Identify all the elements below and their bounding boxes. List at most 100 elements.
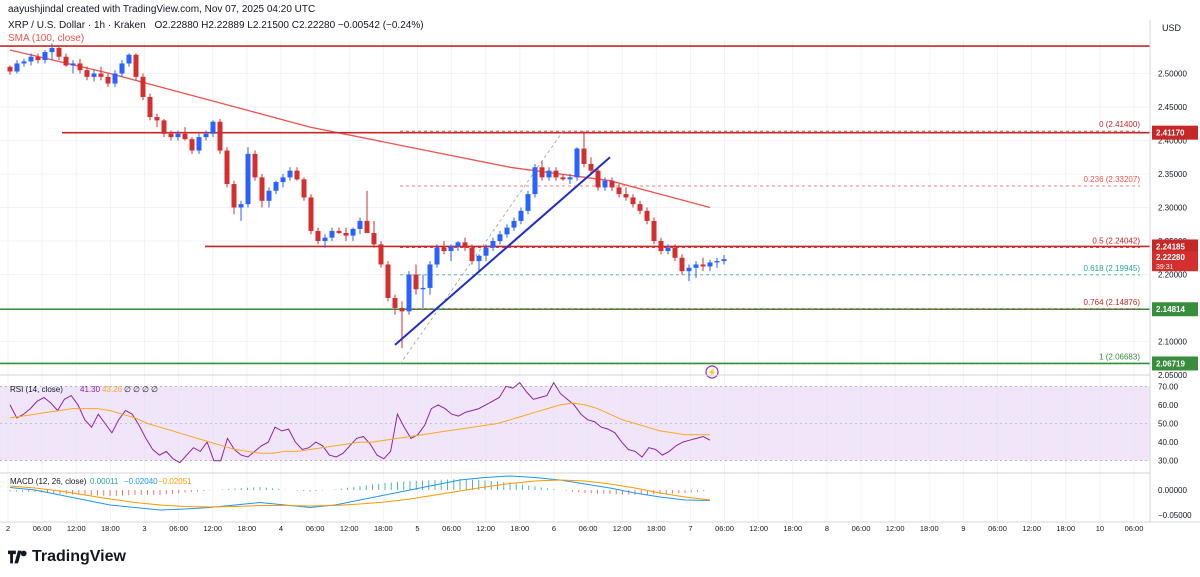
time-tick-label: 12:00 <box>749 524 768 533</box>
candle-body <box>126 54 132 64</box>
candle-body <box>98 73 104 77</box>
price-tick-label: 2.35000 <box>1158 170 1187 179</box>
candle-body <box>693 264 699 268</box>
time-tick-label: 2 <box>6 524 10 533</box>
candle-body <box>70 63 76 66</box>
candle-body <box>168 133 174 138</box>
macd-value: −0.02040 <box>124 477 158 486</box>
time-axis: 2 06:00 12:00 18:00 3 06:00 12:00 18:00 4 06:00 12… <box>0 20 1200 533</box>
candle-body <box>441 247 447 252</box>
candle-body <box>539 167 545 178</box>
candle-body <box>581 148 587 164</box>
candle-body <box>553 170 559 178</box>
candle-body <box>308 197 314 231</box>
time-tick-label: 18:00 <box>510 524 529 533</box>
candle-body <box>280 177 286 183</box>
candle-body <box>266 190 272 201</box>
time-tick-label: 12:00 <box>340 524 359 533</box>
tradingview-icon <box>8 550 27 564</box>
event-marker-icon <box>705 365 719 379</box>
time-tick-label: 12:00 <box>203 524 222 533</box>
author-line: aayushjindal created with TradingView.co… <box>8 4 316 15</box>
candle-body <box>560 177 566 180</box>
candle-body <box>448 246 454 252</box>
candle-body <box>175 133 181 138</box>
macd-title: MACD (12, 26, close) <box>10 477 87 486</box>
time-tick-label: 18:00 <box>783 524 802 533</box>
rsi-title: RSI (14, close) <box>10 385 63 394</box>
candle-body <box>224 150 230 185</box>
price-level-tag <box>1152 239 1198 254</box>
symbol-line: XRP / U.S. Dollar · 1h · Kraken O2.22880… <box>8 20 424 31</box>
candle-body <box>700 264 706 267</box>
price-tick-label: 2.40000 <box>1158 137 1187 146</box>
price-level-tag-label: 2.41170 <box>1156 129 1185 138</box>
candle-body <box>329 230 335 238</box>
price-level-tag <box>1152 356 1198 371</box>
macd-tick-label: −0.05000 <box>1158 511 1192 520</box>
candle-body <box>294 170 300 180</box>
time-tick-label: 6 <box>552 524 556 533</box>
candle-body <box>714 261 720 263</box>
candle-body <box>721 259 727 262</box>
time-tick-label: 06:00 <box>306 524 325 533</box>
price-level-tag-label: 2.06719 <box>1156 359 1185 368</box>
candle-body <box>273 182 279 191</box>
candle-body <box>357 220 363 229</box>
candle-body <box>252 153 258 178</box>
rsi-extra-label: ∅ <box>124 385 131 394</box>
time-tick-label: 18:00 <box>1056 524 1075 533</box>
fib-level-label: 1 (2.06683) <box>1099 353 1140 362</box>
time-tick-label: 3 <box>142 524 146 533</box>
candle-body <box>672 247 678 258</box>
candle-body <box>189 139 195 151</box>
candle-body <box>497 234 503 241</box>
candle-body <box>301 179 307 198</box>
tradingview-logo[interactable]: TradingView <box>8 548 126 566</box>
candle-body <box>63 56 69 66</box>
candle-body <box>637 204 643 211</box>
candle-body <box>77 63 83 71</box>
last-price-label: 2.22280 <box>1156 253 1185 262</box>
candle-body <box>182 133 188 140</box>
candle-body <box>623 194 629 198</box>
rsi-extra-label: ∅ <box>133 385 140 394</box>
candle-body <box>455 242 461 247</box>
price-level-tag <box>1152 125 1198 140</box>
candle-body <box>679 257 685 272</box>
candle-body <box>427 264 433 288</box>
event-marker-glyph: ⚡ <box>707 367 717 377</box>
candle-body <box>392 297 398 308</box>
candle-body <box>140 76 146 97</box>
candle-body <box>350 228 356 236</box>
time-tick-label: 18:00 <box>647 524 666 533</box>
time-tick-label: 12:00 <box>886 524 905 533</box>
candle-body <box>238 204 244 208</box>
time-tick-label: 8 <box>825 524 829 533</box>
candle-body <box>644 210 650 221</box>
symbol-label: XRP / U.S. Dollar · 1h · Kraken <box>8 20 146 31</box>
bullish-trendline <box>394 156 611 346</box>
brand-name: TradingView <box>32 548 126 565</box>
price-pane: USD 2.50000 2.45000 2.40000 2.35000 2.30000 2.… <box>0 23 1198 380</box>
fib-level-label: 0.764 (2.14876) <box>1084 298 1141 307</box>
macd-value: −0.02051 <box>158 477 192 486</box>
candle-body <box>210 121 216 134</box>
macd-line <box>9 475 711 511</box>
candle-body <box>616 187 622 195</box>
sma-legend[interactable]: SMA (100, close) <box>8 33 85 44</box>
time-tick-label: 9 <box>961 524 965 533</box>
candle-body <box>7 66 13 72</box>
rsi-value: 41.30 <box>80 385 101 394</box>
candle-body <box>56 48 62 57</box>
candle-body <box>84 70 90 77</box>
rsi-ma-line <box>9 402 710 454</box>
candle-body <box>504 227 510 235</box>
rsi-tick-label: 70.00 <box>1158 382 1179 391</box>
macd-tick-label: 0.00000 <box>1158 486 1187 495</box>
time-tick-label: 06:00 <box>1125 524 1144 533</box>
candle-body <box>511 220 517 228</box>
candle-body <box>518 210 524 221</box>
candle-body <box>217 121 223 151</box>
